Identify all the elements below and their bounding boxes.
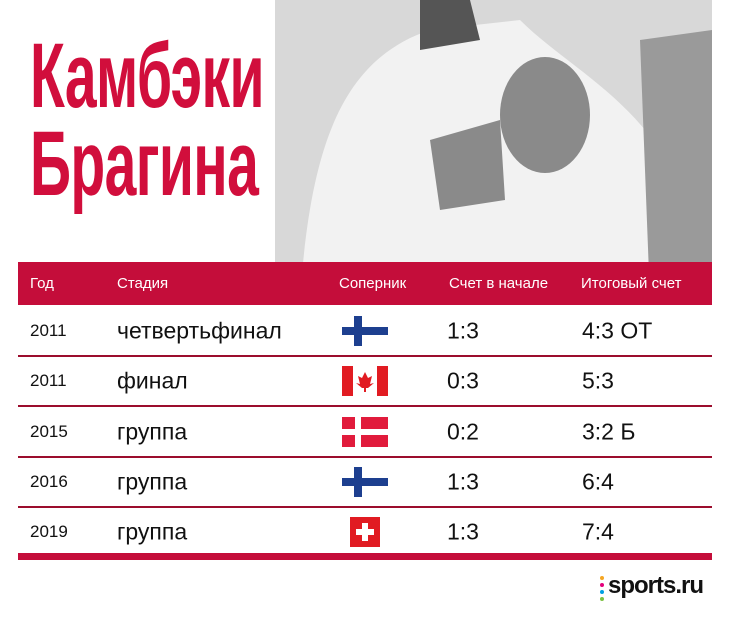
flag-denmark: [342, 417, 388, 447]
photo-hair: [420, 0, 480, 50]
final-score-cell: 3:2 Б: [582, 418, 636, 445]
column-header: Счет в начале: [449, 275, 549, 292]
column-header: Итоговый счет: [581, 275, 682, 292]
photo-right: [640, 30, 712, 300]
year-cell: 2016: [30, 471, 68, 491]
stage-cell: финал: [117, 367, 188, 394]
photo-number: [430, 120, 505, 210]
stage-cell: четвертьфинал: [117, 317, 282, 344]
title-line: Камбэки: [30, 25, 265, 127]
flag-canada: [342, 366, 388, 396]
column-header: Год: [30, 275, 54, 292]
flag-finland: [342, 316, 388, 346]
start-score-cell: 0:2: [447, 418, 479, 445]
start-score-cell: 0:3: [447, 367, 479, 394]
stage-cell: группа: [117, 418, 188, 445]
start-score-cell: 1:3: [447, 468, 479, 495]
flag-finland: [342, 467, 388, 497]
final-score-cell: 5:3: [582, 367, 614, 394]
header-bar: [18, 262, 712, 305]
column-header: Стадия: [117, 275, 169, 292]
final-score-cell: 4:3 ОТ: [582, 317, 653, 344]
logo-mark: [600, 576, 604, 601]
year-cell: 2011: [30, 371, 67, 391]
flag-switzerland: [350, 517, 380, 547]
stage-cell: группа: [117, 518, 188, 545]
start-score-cell: 1:3: [447, 317, 479, 344]
final-score-cell: 7:4: [582, 518, 614, 545]
start-score-cell: 1:3: [447, 518, 479, 545]
year-cell: 2015: [30, 421, 68, 441]
logo: sports.ru: [608, 572, 704, 599]
year-cell: 2011: [30, 321, 67, 340]
stage-cell: группа: [117, 468, 188, 495]
photo-face: [500, 57, 590, 173]
bottom-bar: [18, 553, 712, 560]
title-line: Брагина: [30, 113, 259, 215]
column-header: Соперник: [339, 275, 407, 292]
final-score-cell: 6:4: [582, 468, 614, 495]
year-cell: 2019: [30, 522, 68, 542]
